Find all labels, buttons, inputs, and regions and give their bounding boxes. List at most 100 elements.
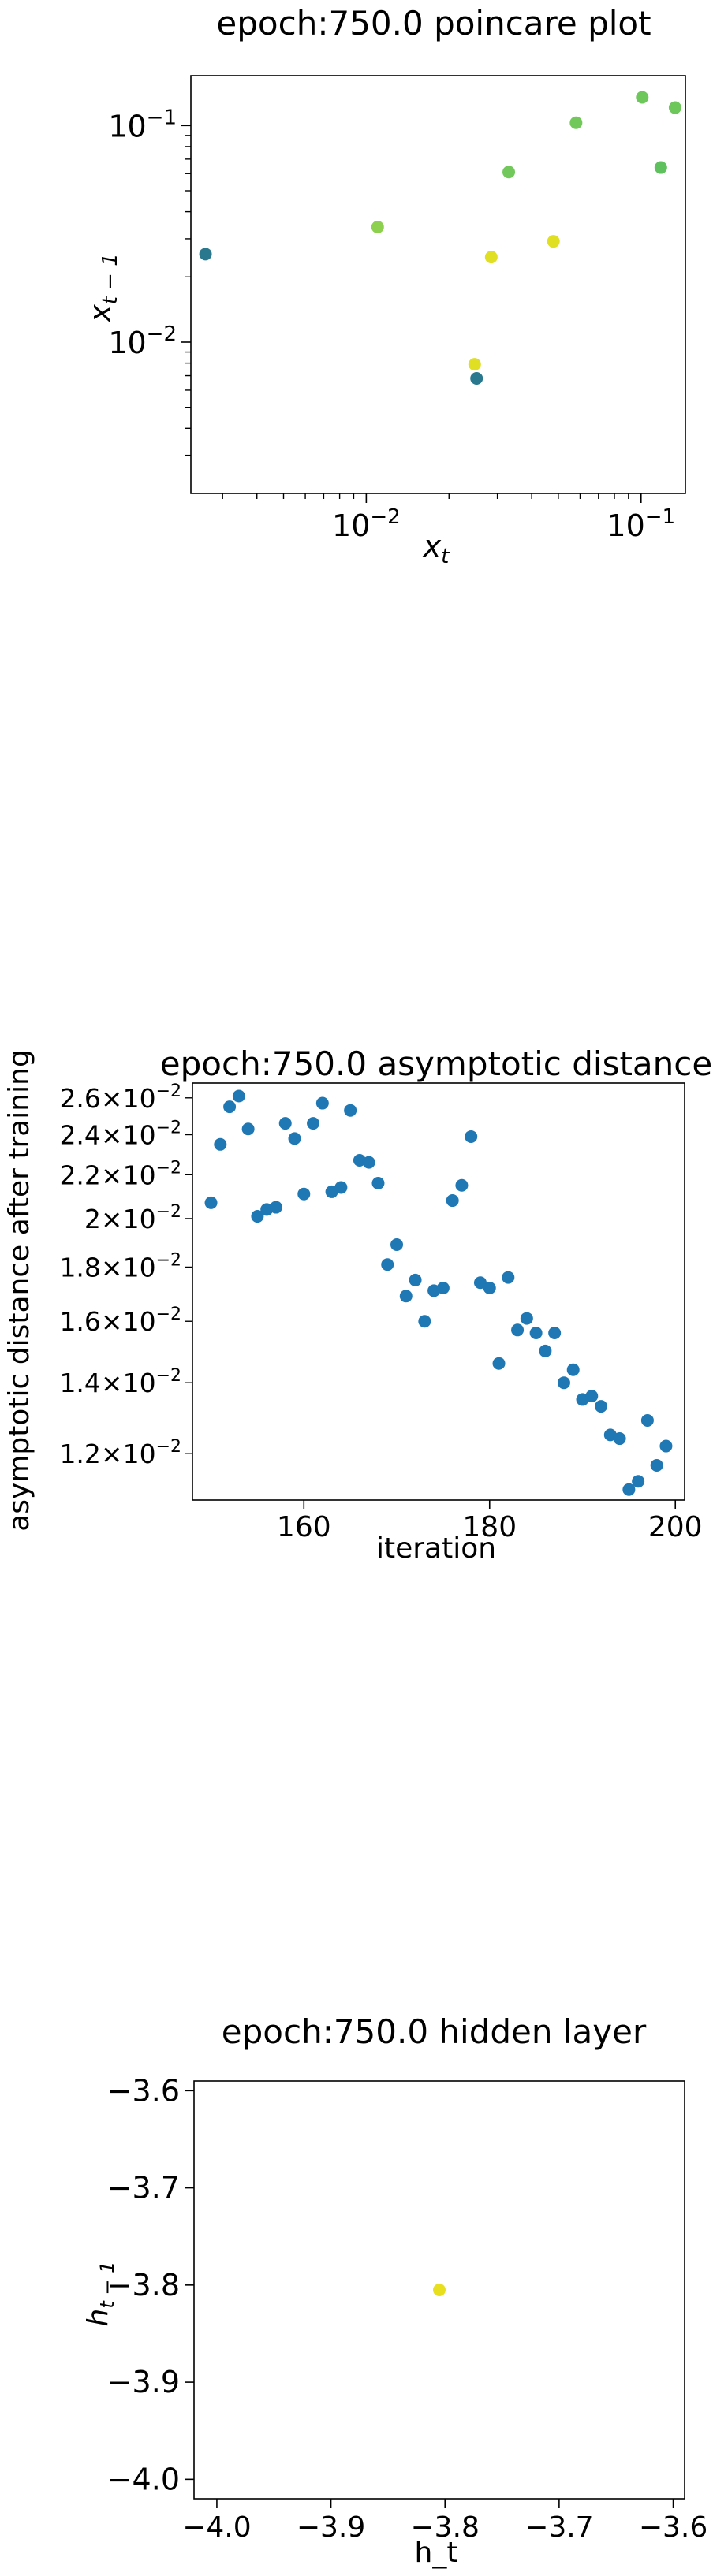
data-point (297, 1187, 311, 1201)
poincare-ticks: 10−2 10−1 10−2 10−1 (108, 106, 675, 543)
x-tick-label: 10−2 (332, 505, 401, 543)
data-point (433, 2284, 446, 2296)
asymptotic-y-label: asymptotic distance after training (3, 1049, 35, 1532)
data-point (548, 1327, 562, 1340)
data-point (595, 1400, 608, 1413)
y-tick-label: −3.8 (107, 2268, 180, 2302)
data-point (409, 1273, 422, 1286)
hidden-layer-chart: epoch:750.0 hidden layer −4.0 −3.9 −3.8 −3.… (82, 2012, 707, 2569)
asymptotic-x-label: iteration (376, 1532, 496, 1565)
data-point (269, 1201, 282, 1214)
x-tick-label: −3.6 (639, 2511, 707, 2544)
y-tick-label: 1.8×10−2 (59, 1250, 181, 1282)
data-point (371, 221, 384, 234)
data-point (640, 1413, 654, 1427)
y-tick-label: −3.9 (107, 2365, 180, 2399)
x-tick-label: 160 (277, 1511, 331, 1543)
x-tick-label: 200 (648, 1511, 703, 1543)
data-point (446, 1194, 459, 1208)
data-point (307, 1117, 320, 1130)
data-point (484, 251, 498, 264)
y-tick-label: 2.4×10−2 (59, 1119, 181, 1151)
data-point (654, 161, 667, 174)
data-point (483, 1282, 496, 1295)
x-tick-label: −3.7 (525, 2511, 593, 2544)
data-point (650, 1458, 663, 1472)
y-tick-label: 1.6×10−2 (59, 1305, 181, 1337)
data-point (557, 1376, 570, 1390)
asymptotic-plot-frame (192, 1082, 685, 1501)
data-point (315, 1096, 329, 1110)
asymptotic-title: epoch:750.0 asymptotic distance (160, 1044, 712, 1083)
asymptotic-distance-chart: epoch:750.0 asymptotic distance 160 180 20… (3, 1044, 712, 1565)
data-point (334, 1181, 348, 1194)
data-point (470, 372, 483, 385)
y-tick-label: 10−2 (108, 322, 177, 360)
data-point (492, 1357, 506, 1370)
data-point (566, 1363, 580, 1376)
data-point (613, 1432, 626, 1446)
data-point (399, 1290, 413, 1303)
data-point (199, 248, 212, 261)
poincare-title: epoch:750.0 poincare plot (216, 4, 651, 43)
hidden-x-label: h_t (415, 2537, 458, 2569)
data-point (520, 1312, 533, 1325)
data-point (436, 1282, 450, 1295)
x-tick-label: −4.0 (182, 2511, 251, 2544)
y-tick-label: −3.6 (107, 2073, 180, 2108)
data-point (278, 1117, 292, 1130)
y-tick-label: 1.2×10−2 (59, 1437, 181, 1469)
poincare-points (199, 91, 681, 385)
asymptotic-ticks: 160 180 200 1.2×10−2 1.4×10−2 1.6×10−2 1.8×10−… (59, 1081, 702, 1543)
data-point (455, 1178, 469, 1192)
data-point (232, 1089, 245, 1103)
data-point (465, 1130, 478, 1143)
y-tick-label: 10−1 (108, 106, 177, 143)
data-point (511, 1323, 525, 1337)
hidden-ticks: −4.0 −3.9 −3.8 −3.7 −3.6 −4.0 −3.9 −3.8 −3.7 −3.6 (107, 2073, 708, 2544)
y-tick-label: −3.7 (107, 2171, 180, 2206)
data-point (529, 1327, 543, 1340)
data-point (585, 1390, 599, 1403)
y-tick-label: 1.4×10−2 (59, 1366, 181, 1398)
data-point (622, 1483, 636, 1496)
data-point (668, 101, 681, 114)
poincare-chart: epoch:750.0 poincare plot 10−2 10−110−210… (83, 4, 686, 568)
data-point (547, 235, 560, 248)
poincare-y-label: xt − 1 (83, 253, 122, 323)
data-point (288, 1132, 301, 1145)
data-point (632, 1475, 645, 1488)
data-point (473, 1276, 487, 1290)
data-point (344, 1104, 357, 1117)
hidden-points (433, 2284, 446, 2296)
y-tick-label: 2.2×10−2 (59, 1158, 181, 1190)
hidden-y-label: ht − 1 (82, 2261, 118, 2327)
data-point (659, 1439, 673, 1453)
data-point (539, 1344, 552, 1357)
data-point (241, 1122, 255, 1136)
poincare-x-label: xt (423, 529, 450, 568)
data-point (381, 1258, 394, 1271)
data-point (214, 1137, 227, 1151)
data-point (502, 1271, 515, 1284)
y-tick-label: 2×10−2 (84, 1202, 181, 1234)
data-point (418, 1315, 431, 1328)
poincare-plot-frame (190, 75, 686, 494)
x-tick-label: −3.8 (411, 2511, 480, 2544)
data-point (636, 91, 649, 104)
data-point (502, 166, 516, 179)
y-tick-label: −4.0 (107, 2462, 180, 2496)
data-point (223, 1100, 237, 1114)
y-tick-label: 2.6×10−2 (59, 1081, 181, 1114)
data-point (204, 1196, 218, 1209)
data-point (362, 1156, 375, 1169)
data-point (390, 1238, 404, 1251)
data-point (251, 1210, 264, 1223)
data-point (468, 358, 481, 371)
data-point (371, 1177, 385, 1190)
x-tick-label: 10−1 (607, 505, 675, 543)
x-tick-label: −3.9 (297, 2511, 365, 2544)
x-tick-label: 180 (462, 1511, 517, 1543)
hidden-plot-frame (193, 2080, 685, 2500)
